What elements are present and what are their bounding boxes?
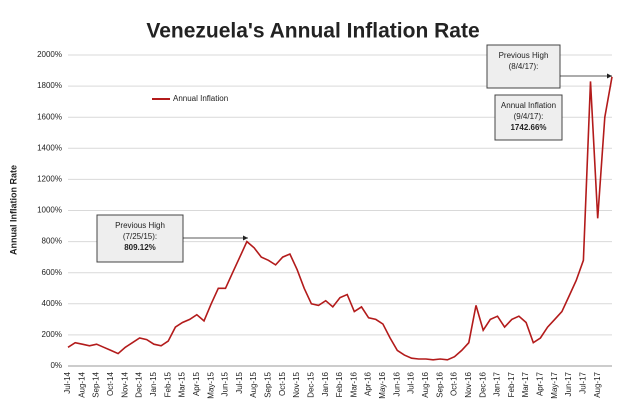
y-tick-label: 0%: [50, 361, 62, 370]
x-tick-label: Jan-15: [149, 371, 158, 396]
annotation-text: 809.12%: [124, 243, 156, 252]
arrow-head: [243, 235, 248, 241]
x-tick-label: Apr-16: [364, 371, 373, 396]
x-tick-label: Aug-16: [421, 371, 430, 397]
x-tick-label: Feb-16: [335, 371, 344, 397]
annotation-box: [96, 214, 184, 263]
annotation-box: [486, 44, 561, 89]
x-tick-label: Sep-15: [264, 371, 273, 397]
x-tick-label: Mar-16: [349, 371, 358, 397]
x-tick-label: Feb-17: [507, 371, 516, 397]
x-tick-label: Sep-14: [92, 371, 101, 397]
line-series: [67, 76, 613, 361]
y-tick-label: 400%: [42, 299, 62, 308]
annotation-text: Annual Inflation: [501, 101, 556, 110]
x-tick-label: Jan-17: [493, 371, 502, 396]
y-tick-label: 1200%: [37, 175, 62, 184]
annotation-text: (7/25/15):: [123, 232, 157, 241]
x-tick-label: Jul-14: [63, 371, 72, 393]
x-tick-label: Nov-14: [120, 371, 129, 397]
x-tick-label: Aug-14: [77, 371, 86, 397]
x-tick-label: Jan-16: [321, 371, 330, 396]
y-tick-label: 1600%: [37, 112, 62, 121]
x-tick-label: Mar-17: [521, 371, 530, 397]
annotation-text: 1742.66%: [510, 123, 546, 132]
x-tick-label: Dec-16: [478, 371, 487, 397]
y-tick-label: 2000%: [37, 50, 62, 59]
arrow-head: [607, 73, 612, 79]
x-tick-label: Oct-14: [106, 371, 115, 396]
annotation-text: Previous High: [499, 51, 549, 60]
x-tick-label: Aug-17: [593, 371, 602, 397]
y-tick-label: 600%: [42, 268, 62, 277]
y-tick-label: 1000%: [37, 206, 62, 215]
x-tick-label: Dec-15: [306, 371, 315, 397]
annotation-text: (9/4/17):: [514, 112, 544, 121]
x-tick-label: Feb-15: [163, 371, 172, 397]
y-tick-label: 1400%: [37, 143, 62, 152]
y-tick-label: 1800%: [37, 81, 62, 90]
x-tick-label: Jul-16: [407, 371, 416, 393]
x-tick-label: Mar-15: [178, 371, 187, 397]
chart-title: Venezuela's Annual Inflation Rate: [146, 20, 479, 43]
x-tick-label: May-16: [378, 371, 387, 398]
x-tick-label: Jul-15: [235, 371, 244, 393]
x-tick-label: Jun-15: [221, 371, 230, 396]
x-tick-label: Nov-16: [464, 371, 473, 397]
x-tick-label: Jul-17: [578, 371, 587, 393]
x-tick-label: Nov-15: [292, 371, 301, 397]
y-axis-title: Annual Inflation Rate: [8, 165, 18, 255]
annotation-box: [494, 94, 563, 141]
x-tick-label: Oct-15: [278, 371, 287, 396]
y-tick-label: 200%: [42, 330, 62, 339]
annotation-text: Previous High: [115, 221, 165, 230]
x-tick-label: Apr-17: [536, 371, 545, 396]
x-tick-label: Jun-16: [392, 371, 401, 396]
x-tick-label: Apr-15: [192, 371, 201, 396]
x-tick-label: May-15: [206, 371, 215, 398]
annotation-text: (8/4/17):: [509, 62, 539, 71]
x-tick-label: Sep-16: [435, 371, 444, 397]
legend-label: Annual Inflation: [173, 94, 228, 103]
x-tick-label: Aug-15: [249, 371, 258, 397]
x-tick-label: Oct-16: [450, 371, 459, 396]
x-tick-label: Jun-17: [564, 371, 573, 396]
x-tick-label: May-17: [550, 371, 559, 398]
x-tick-label: Dec-14: [135, 371, 144, 397]
y-tick-label: 800%: [42, 237, 62, 246]
